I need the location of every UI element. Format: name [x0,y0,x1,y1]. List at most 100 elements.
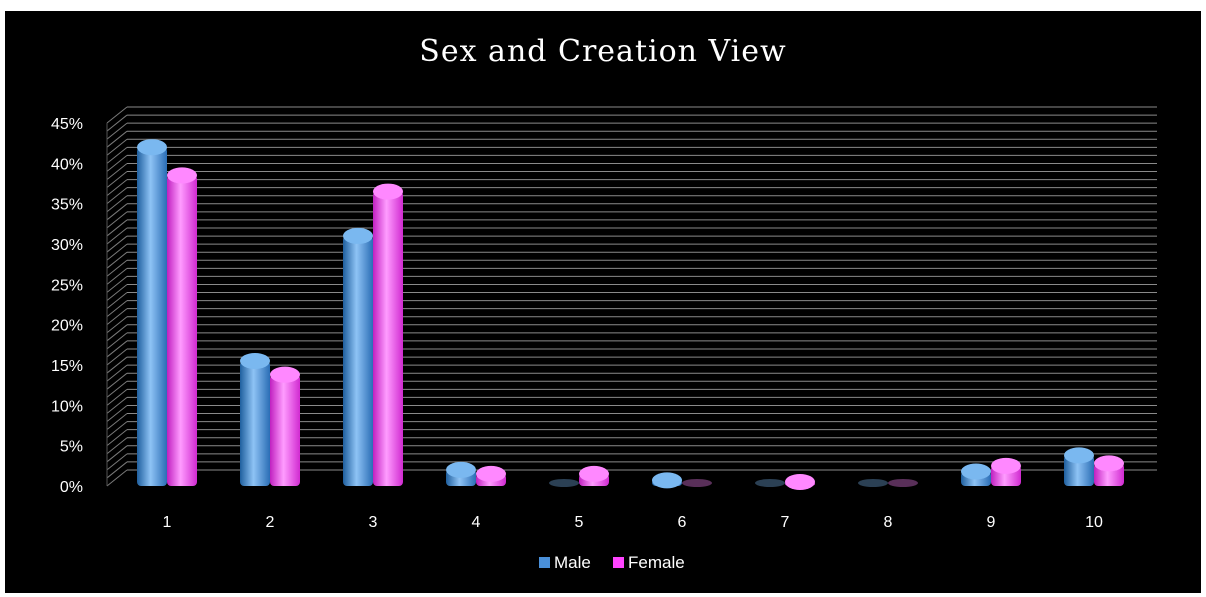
grid-line-side [106,219,128,237]
bar-cap-female [476,465,506,482]
bar-cap-male [652,472,682,489]
bar-chart: Sex and Creation View 0%5%10%15%20%25%30… [51,34,1157,572]
x-tick-label: 2 [266,514,275,531]
bar-female [270,374,300,486]
grid-line-side [106,332,128,350]
y-tick-label: 25% [51,277,83,294]
y-tick-label: 30% [51,237,83,254]
grid-line-side [106,292,128,309]
y-tick-label: 5% [60,439,83,456]
x-tick-label: 9 [987,514,996,531]
grid-line-side [106,138,128,156]
bar-female [167,175,197,486]
bar-male [858,479,888,487]
bar-cap-male [343,227,373,244]
grid-line-side [106,267,128,285]
legend-female-label: Female [628,553,685,572]
grid-line-side [106,122,128,140]
grid-line-side [106,364,128,382]
grid-line-side [106,437,128,455]
y-tick-label: 10% [51,398,83,415]
chart-area: Sex and Creation View 0% 5% 10% 15% 20% 25% 30… [5,11,1201,593]
grid-line-side [106,106,128,124]
bar-male [240,360,270,486]
y-tick-label: 20% [51,318,83,335]
bar-female [888,479,918,487]
bar-cap-female [1094,455,1124,472]
grid-line-side [106,179,128,196]
legend-female-swatch [613,557,624,568]
bar-female [373,191,403,487]
grid-line-side [106,227,128,245]
grid-line-side [106,195,128,213]
y-tick-label: 45% [51,116,83,133]
y-tick-label: 35% [51,197,83,214]
grid-line-side [106,284,128,301]
bar-male [1064,455,1094,486]
y-tick-label: 40% [51,156,83,173]
legend-male-label: Male [554,553,591,572]
grid-line-side [106,308,128,326]
x-tick-label: 6 [678,514,687,531]
legend: Male Female [539,553,685,572]
grid-line-side [106,243,128,261]
grid-line-side [106,348,128,366]
x-tick-label: 8 [884,514,893,531]
bar-cap-female [579,465,609,482]
grid-line-side [106,171,128,188]
grid-line-side [106,259,128,277]
x-tick-label: 3 [369,514,378,531]
bar-male [343,235,373,486]
bar-cap-male [240,352,270,369]
grid-line-side [106,453,128,471]
grid-line-side [106,445,128,463]
x-tick-label: 1 [163,514,172,531]
grid-line-side [106,356,128,374]
grid-line-side [106,203,128,221]
grid-line-side [106,324,128,342]
bar-cap-male [137,139,167,156]
grid-line-side [106,235,128,253]
x-tick-label: 10 [1085,514,1103,531]
bar-cap-female [991,457,1021,474]
grid-line-side [106,300,128,317]
bar-cap-male [961,463,991,480]
bar-male [755,479,785,487]
bar-cap-female [270,366,300,383]
bar-male [549,479,579,487]
bar-female [682,479,712,487]
grid-line-side [106,211,128,229]
grid-line-side [106,146,128,164]
grid-line-side [106,413,128,430]
grid-line-side [106,114,128,132]
bar-cap-female [373,183,403,200]
grid-line-side [106,380,128,398]
grid-line-side [106,316,128,334]
bar-cap-male [1064,447,1094,464]
y-axis-ticks: 0% 5% 10% 15% 20% 25% 30% 35% 40% 45% [51,116,83,496]
legend-male-swatch [539,557,550,568]
grid-line-side [106,421,128,438]
grid-line-side [106,251,128,269]
grid-line-side [106,397,128,414]
grid-line-side [106,276,128,293]
grid-line-side [106,187,128,205]
grid-line-side [106,163,128,180]
grid-line-side [106,155,128,172]
x-tick-label: 7 [781,514,790,531]
grid-line-side [106,388,128,406]
y-tick-label: 15% [51,358,83,375]
bar-male [137,147,167,486]
grid-line-side [106,405,128,422]
x-axis-ticks: 1 2 3 4 5 6 7 8 9 10 [163,514,1103,531]
y-tick-label: 0% [60,479,83,496]
x-tick-label: 4 [472,514,481,531]
bar-cap-female [167,167,197,184]
x-tick-label: 5 [575,514,584,531]
grid-line-side [106,429,128,447]
grid-line-side [106,130,128,148]
grid-line-side [106,461,128,479]
bar-cap-male [446,461,476,478]
grid-line-side [106,340,128,358]
grid-line-side [106,469,128,487]
